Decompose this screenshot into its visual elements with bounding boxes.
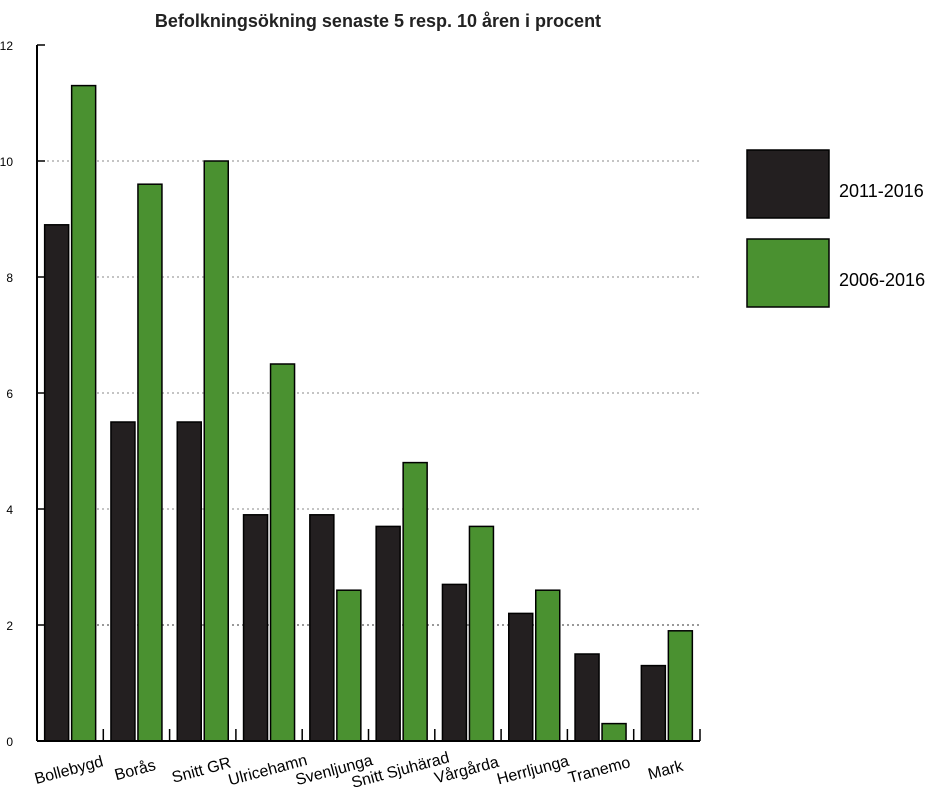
x-category-label: Tranemo xyxy=(567,754,633,787)
bar-2006-2016-Snitt Sjuhärad xyxy=(402,461,428,742)
gridlines xyxy=(37,160,700,626)
bar-2011-2016-Svenljunga xyxy=(309,514,335,742)
y-tick-label: 2 xyxy=(6,619,13,633)
bar-2006-2016-Mark xyxy=(667,630,694,742)
y-tick-label: 10 xyxy=(0,155,13,169)
bar-2006-2016-Herrljunga xyxy=(535,589,561,742)
y-tick-label: 6 xyxy=(6,387,13,401)
y-tick-label: 4 xyxy=(6,503,13,517)
bar-2006-2016-Bollebygd xyxy=(70,84,97,742)
legend-label: 2006-2016 xyxy=(839,270,925,290)
bar-2011-2016-Mark xyxy=(640,664,667,742)
bar-2011-2016-Borås xyxy=(110,421,136,742)
chart-title: Befolkningsökning senaste 5 resp. 10 åre… xyxy=(155,11,601,31)
legend-label: 2011-2016 xyxy=(839,181,924,201)
bar-2006-2016-Tranemo xyxy=(601,722,627,742)
x-category-label: Borås xyxy=(113,756,158,784)
bars xyxy=(43,84,694,742)
legend-swatch-2006-2016 xyxy=(746,238,830,308)
bar-2011-2016-Snitt Sjuhärad xyxy=(375,525,401,742)
bar-2011-2016-Snitt GR xyxy=(176,421,202,742)
x-category-label: Herrljunga xyxy=(495,753,571,789)
bar-2006-2016-Ulricehamn xyxy=(269,363,296,742)
y-tick-label: 0 xyxy=(6,735,13,749)
bar-2011-2016-Bollebygd xyxy=(43,224,70,742)
bar-2011-2016-Vårgårda xyxy=(441,583,468,742)
x-category-label: Bollebygd xyxy=(33,753,105,788)
x-category-label: Mark xyxy=(646,758,686,784)
bar-2006-2016-Snitt GR xyxy=(203,160,229,742)
bar-2006-2016-Borås xyxy=(137,183,163,742)
y-tick-label: 8 xyxy=(6,271,13,285)
legend-swatch-2011-2016 xyxy=(746,149,830,219)
bar-2011-2016-Ulricehamn xyxy=(242,514,269,742)
bar-2006-2016-Vårgårda xyxy=(468,525,495,742)
legend: 2011-2016 2006-2016 xyxy=(746,149,925,308)
bar-2011-2016-Herrljunga xyxy=(508,612,534,742)
bar-2011-2016-Tranemo xyxy=(574,653,600,742)
y-tick-label: 12 xyxy=(0,39,13,53)
x-category-label: Snitt GR xyxy=(170,755,233,787)
bar-2006-2016-Svenljunga xyxy=(336,589,362,742)
